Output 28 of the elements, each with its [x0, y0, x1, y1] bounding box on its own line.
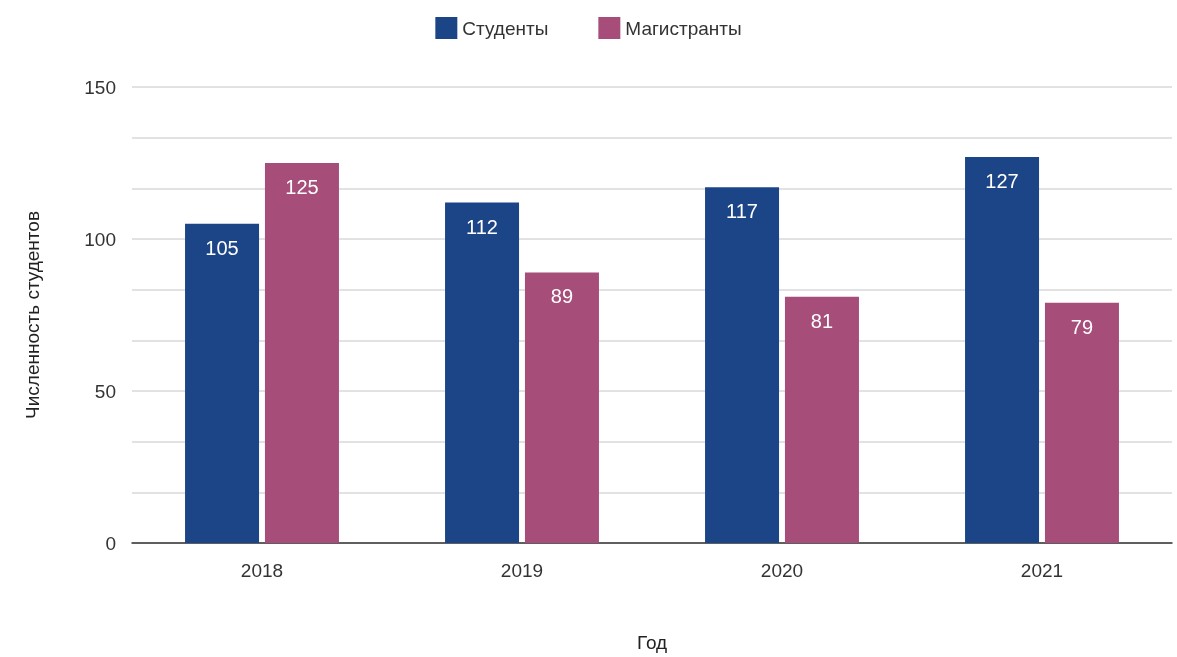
- bar: [705, 187, 780, 543]
- y-tick-label: 0: [105, 532, 116, 554]
- y-axis-title: Численность студентов: [22, 211, 43, 419]
- bar: [784, 296, 859, 543]
- bar: [445, 202, 520, 543]
- x-tick-label: 2020: [760, 560, 804, 581]
- x-tick-label: 2021: [1020, 560, 1064, 581]
- data-label: 125: [285, 176, 319, 198]
- y-tick-label: 150: [84, 76, 116, 98]
- data-label: 112: [466, 215, 498, 238]
- bar: [965, 156, 1040, 543]
- legend-label: Магистранты: [625, 17, 742, 39]
- data-label: 79: [1070, 315, 1094, 338]
- data-label: 81: [810, 309, 834, 332]
- y-tick-label: 100: [84, 228, 116, 250]
- bar: [1044, 302, 1119, 543]
- data-label: 127: [985, 169, 1019, 192]
- data-label: 117: [726, 200, 758, 223]
- bar: [264, 163, 339, 543]
- bar: [524, 272, 599, 543]
- legend-label: Студенты: [462, 17, 549, 39]
- x-tick-label: 2018: [240, 560, 284, 581]
- data-label: 105: [205, 236, 239, 259]
- x-tick-label: 2019: [500, 560, 544, 581]
- y-tick-label: 50: [94, 380, 116, 402]
- x-axis-title: Год: [636, 632, 668, 653]
- bar: [185, 223, 260, 543]
- data-label: 89: [550, 285, 574, 308]
